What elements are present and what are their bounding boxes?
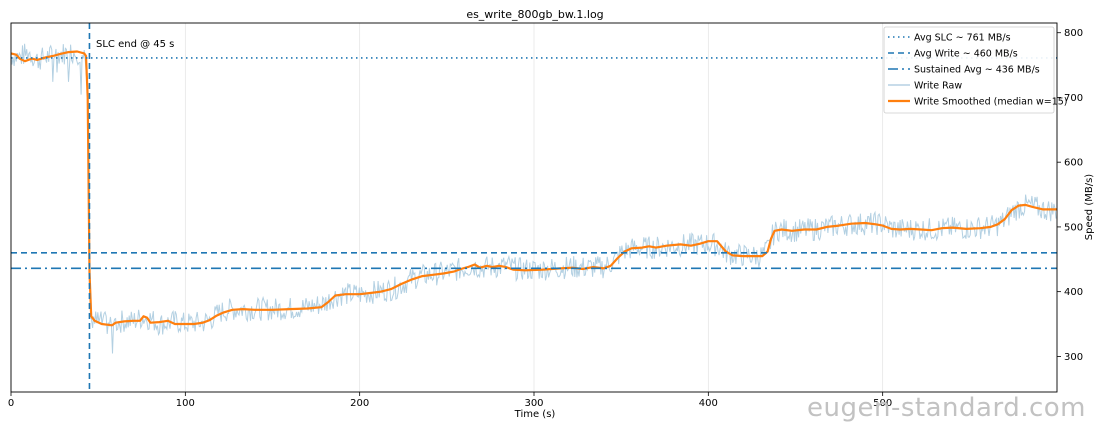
chart-title: es_write_800gb_bw.1.log bbox=[466, 8, 603, 21]
x-tick-label: 500 bbox=[873, 398, 892, 409]
slc-end-annotation: SLC end @ 45 s bbox=[96, 39, 174, 50]
reference-lines bbox=[11, 23, 1057, 392]
x-tick-label: 200 bbox=[350, 398, 369, 409]
legend-box bbox=[883, 26, 1055, 114]
legend-entry: Sustained Avg ~ 436 MB/s bbox=[914, 65, 1040, 76]
y-axis-label: Speed (MB/s) bbox=[1084, 174, 1095, 240]
series-write-raw bbox=[10, 43, 1057, 354]
series-layer bbox=[10, 43, 1057, 354]
y-tick-label: 600 bbox=[1064, 158, 1083, 169]
legend: Avg SLC ~ 761 MB/s Avg Write ~ 460 MB/s Su… bbox=[883, 26, 1068, 114]
x-tick-label: 300 bbox=[524, 398, 543, 409]
y-tick-label: 400 bbox=[1064, 287, 1083, 298]
x-tick-label: 100 bbox=[176, 398, 195, 409]
series-write-smoothed bbox=[10, 50, 1057, 327]
y-tick-label: 700 bbox=[1064, 93, 1083, 104]
legend-entry: Write Smoothed (median w=15) bbox=[914, 97, 1068, 108]
x-tick-label: 0 bbox=[8, 398, 14, 409]
legend-entry: Write Raw bbox=[914, 81, 962, 92]
y-tick-label: 800 bbox=[1064, 28, 1083, 39]
legend-entry: Avg SLC ~ 761 MB/s bbox=[914, 33, 1011, 44]
x-axis-label: Time (s) bbox=[514, 409, 556, 420]
watermark: eugen-standard.com bbox=[807, 393, 1086, 423]
grid bbox=[10, 23, 884, 392]
axis-ticks: 0 100 200 300 400 500 300 400 500 600 700 800 bbox=[8, 28, 1083, 409]
legend-entry: Avg Write ~ 460 MB/s bbox=[914, 49, 1018, 60]
y-tick-label: 300 bbox=[1064, 352, 1083, 363]
y-tick-label: 500 bbox=[1064, 222, 1083, 233]
x-tick-label: 400 bbox=[699, 398, 718, 409]
